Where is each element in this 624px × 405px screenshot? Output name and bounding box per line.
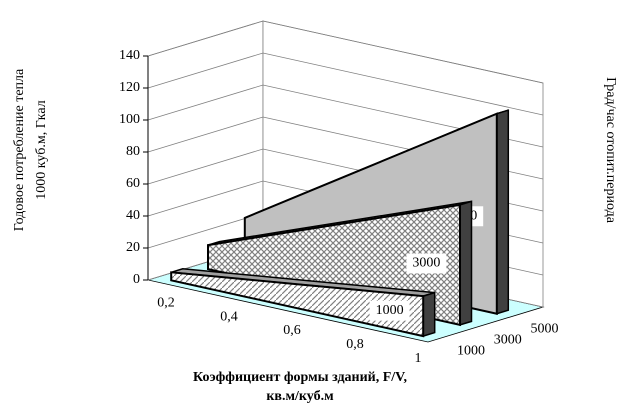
z-tick-label: 1000	[457, 344, 485, 359]
x-tick-label: 0,8	[346, 337, 364, 352]
x-tick-label: 0,6	[283, 323, 301, 338]
y-tick-label: 120	[119, 80, 140, 95]
data-label-box	[406, 253, 447, 274]
z-tick-label: 3000	[494, 332, 522, 347]
ribbon-face	[170, 271, 425, 338]
y-axis-title: 1000 куб.м, Гкал	[34, 100, 49, 199]
x-tick-label: 0,2	[157, 295, 175, 310]
ribbon-end	[422, 291, 436, 338]
data-label: 1000	[376, 303, 404, 318]
y-tick-label: 60	[126, 176, 140, 191]
x-tick-label: 0,4	[220, 309, 238, 324]
ribbon-end	[496, 109, 510, 315]
ribbon-end	[459, 200, 473, 326]
y-tick-label: 140	[119, 48, 140, 63]
y-tick-label: 0	[133, 272, 140, 287]
grid-line	[147, 20, 544, 84]
y-tick-label: 40	[126, 208, 140, 223]
x-axis-title: Коэффициент формы зданий, F/V,	[193, 370, 407, 385]
grid-line	[147, 84, 544, 148]
grid-line	[147, 52, 544, 116]
x-tick-label: 1	[415, 351, 422, 366]
y-axis-title: Годовое потребление тепла	[12, 68, 27, 231]
data-label: 3000	[412, 256, 440, 271]
x-axis-title: кв.м/куб.м	[266, 389, 334, 404]
y-tick-label: 80	[126, 144, 140, 159]
z-tick-label: 5000	[531, 321, 559, 336]
data-label-box	[369, 300, 410, 321]
y-tick-label: 20	[126, 240, 140, 255]
y-tick-label: 100	[119, 112, 140, 127]
z-axis-title: Град/час отопит.периода	[603, 77, 618, 224]
